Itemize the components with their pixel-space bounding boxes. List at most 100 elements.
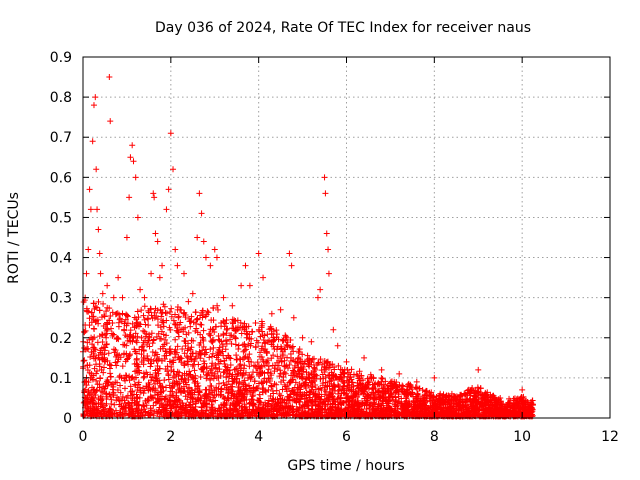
data-point bbox=[137, 389, 144, 396]
data-point bbox=[343, 377, 350, 384]
data-point bbox=[107, 312, 114, 319]
data-point bbox=[196, 348, 203, 355]
data-point bbox=[378, 366, 385, 373]
data-point bbox=[296, 373, 303, 380]
data-point bbox=[314, 294, 321, 301]
data-point bbox=[318, 367, 325, 374]
data-point bbox=[93, 304, 100, 311]
data-point bbox=[213, 254, 220, 261]
data-point bbox=[152, 386, 159, 393]
data-point bbox=[358, 372, 365, 379]
data-point bbox=[200, 238, 207, 245]
y-axis-label: ROTI / TECUs bbox=[6, 192, 22, 284]
data-point bbox=[211, 373, 218, 380]
data-point bbox=[202, 254, 209, 261]
data-point bbox=[256, 353, 263, 360]
data-point bbox=[112, 407, 119, 414]
data-point bbox=[106, 74, 113, 81]
data-point bbox=[336, 405, 343, 412]
data-point bbox=[262, 346, 269, 353]
data-point bbox=[306, 388, 313, 395]
data-point bbox=[172, 336, 179, 343]
data-point bbox=[120, 341, 127, 348]
data-point bbox=[108, 400, 115, 407]
data-point bbox=[185, 372, 192, 379]
data-point bbox=[141, 355, 148, 362]
data-point bbox=[145, 322, 152, 329]
data-point bbox=[419, 386, 426, 393]
data-point bbox=[107, 370, 114, 377]
data-point bbox=[473, 397, 480, 404]
data-point bbox=[93, 370, 100, 377]
data-point bbox=[86, 362, 93, 369]
data-point bbox=[207, 262, 214, 269]
data-point bbox=[446, 396, 453, 403]
x-tick-label: 10 bbox=[513, 429, 531, 445]
data-point bbox=[197, 321, 204, 328]
data-point bbox=[394, 399, 401, 406]
data-point bbox=[114, 334, 121, 341]
data-point bbox=[166, 324, 173, 331]
data-point bbox=[162, 348, 169, 355]
data-point bbox=[289, 387, 296, 394]
data-point bbox=[90, 355, 97, 362]
data-point bbox=[325, 270, 332, 277]
data-point bbox=[350, 394, 357, 401]
data-point bbox=[140, 370, 147, 377]
data-point bbox=[288, 372, 295, 379]
data-point bbox=[308, 338, 315, 345]
data-point bbox=[175, 313, 182, 320]
data-point bbox=[293, 395, 300, 402]
data-point bbox=[192, 309, 199, 316]
data-point bbox=[328, 369, 335, 376]
data-point bbox=[335, 390, 342, 397]
y-axis-ticks: 0 0.1 0.2 0.3 0.4 0.5 0.6 0.7 0.8 0.9 bbox=[50, 50, 610, 427]
data-point bbox=[117, 409, 124, 416]
data-point bbox=[175, 314, 182, 321]
data-point bbox=[188, 344, 195, 351]
data-point bbox=[145, 357, 152, 364]
data-point bbox=[122, 316, 129, 323]
data-point bbox=[220, 331, 227, 338]
data-point bbox=[215, 333, 222, 340]
data-point bbox=[355, 391, 362, 398]
data-point bbox=[161, 377, 168, 384]
data-point bbox=[351, 411, 358, 418]
data-point bbox=[210, 326, 217, 333]
data-point bbox=[189, 407, 196, 414]
data-point bbox=[148, 407, 155, 414]
data-point bbox=[148, 312, 155, 319]
data-point bbox=[343, 394, 350, 401]
data-point bbox=[498, 410, 505, 417]
data-point bbox=[243, 334, 250, 341]
data-point bbox=[244, 375, 251, 382]
data-point bbox=[299, 334, 306, 341]
data-point bbox=[220, 294, 227, 301]
data-point bbox=[109, 320, 116, 327]
data-point bbox=[188, 337, 195, 344]
data-point bbox=[175, 333, 182, 340]
data-point bbox=[168, 405, 175, 412]
data-point bbox=[83, 270, 90, 277]
data-point bbox=[290, 357, 297, 364]
data-point bbox=[140, 339, 147, 346]
data-point bbox=[204, 308, 211, 315]
data-point bbox=[106, 361, 113, 368]
data-point bbox=[472, 403, 479, 410]
data-point bbox=[276, 373, 283, 380]
data-point bbox=[255, 250, 262, 257]
data-point bbox=[343, 358, 350, 365]
data-point bbox=[244, 409, 251, 416]
data-point bbox=[305, 411, 312, 418]
data-point bbox=[199, 407, 206, 414]
data-point bbox=[121, 410, 128, 417]
data-point bbox=[81, 328, 88, 335]
data-point bbox=[475, 388, 482, 395]
data-point bbox=[253, 364, 260, 371]
data-point bbox=[229, 383, 236, 390]
data-point bbox=[281, 397, 288, 404]
data-point bbox=[160, 401, 167, 408]
data-point bbox=[260, 408, 267, 415]
data-point bbox=[426, 389, 433, 396]
data-point bbox=[214, 306, 221, 313]
